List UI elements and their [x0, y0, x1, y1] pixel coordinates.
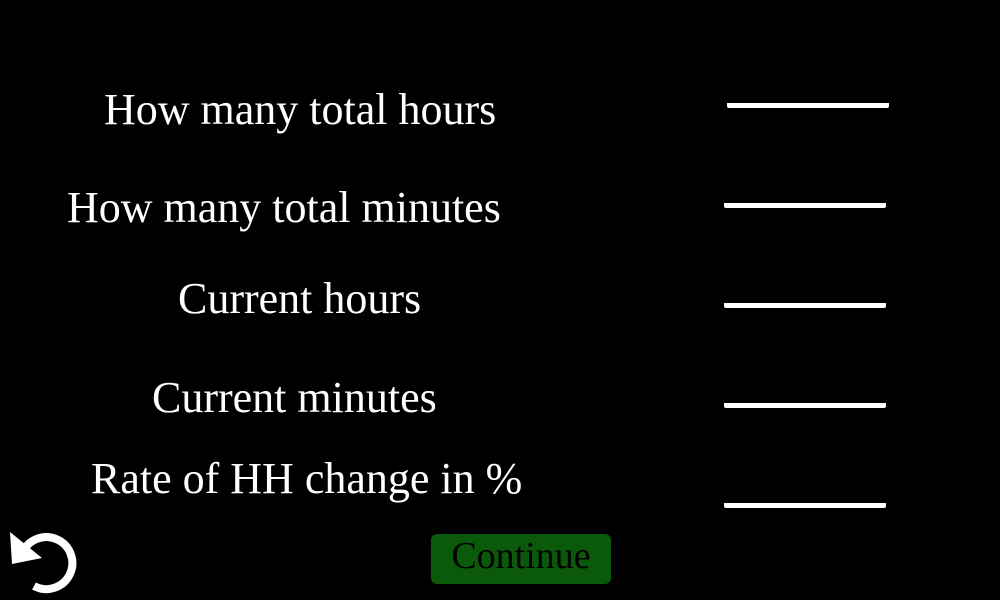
total-minutes-label: How many total minutes: [67, 183, 501, 232]
undo-arrow-icon: [10, 532, 77, 594]
current-hours-label: Current hours: [178, 274, 422, 323]
continue-button[interactable]: Continue: [431, 534, 611, 584]
current-minutes-label: Current minutes: [152, 373, 437, 422]
hh-change-rate-input[interactable]: [724, 479, 886, 508]
current-minutes-input[interactable]: [724, 379, 886, 408]
total-hours-label: How many total hours: [104, 85, 497, 134]
back-button[interactable]: [8, 524, 84, 596]
current-hours-input[interactable]: [724, 279, 886, 308]
hh-change-rate-label: Rate of HH change in %: [91, 454, 523, 503]
total-hours-input[interactable]: [727, 79, 889, 108]
total-minutes-input[interactable]: [724, 179, 886, 208]
